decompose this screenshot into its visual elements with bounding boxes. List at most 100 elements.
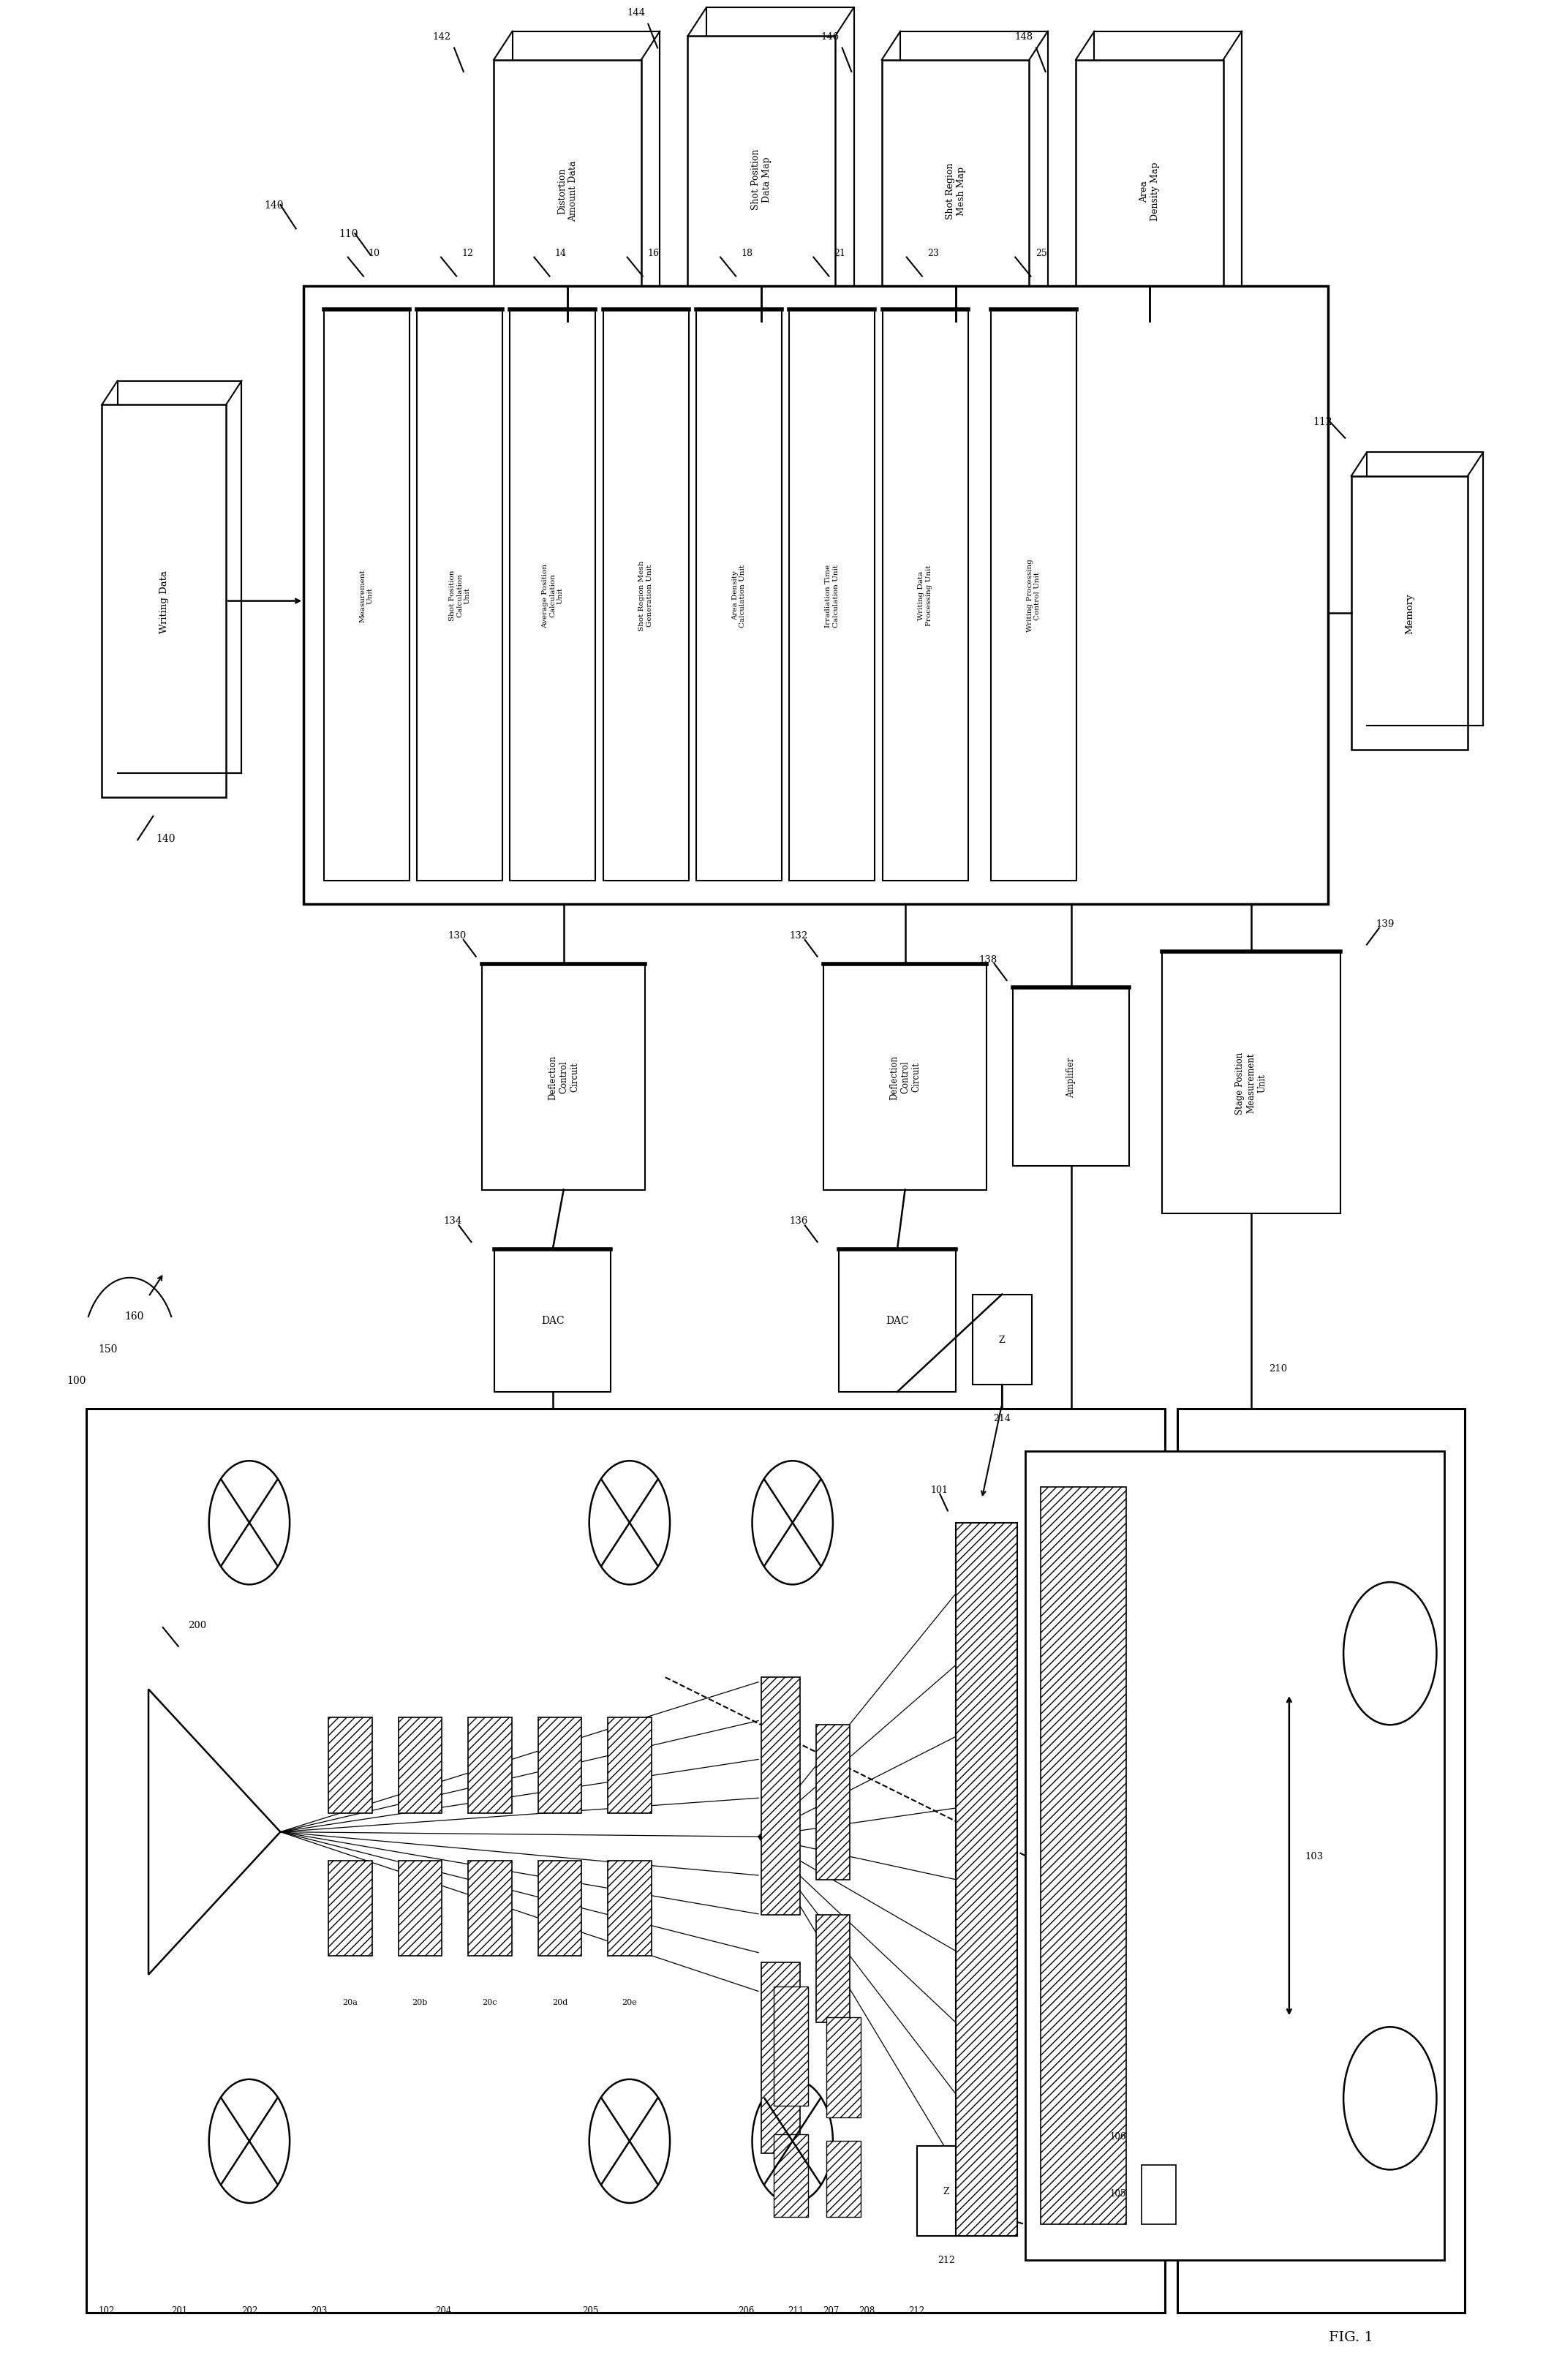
Text: 112: 112 <box>1313 416 1333 426</box>
Bar <box>482 964 645 1190</box>
Bar <box>1162 952 1341 1214</box>
Text: FIG. 1: FIG. 1 <box>1329 2330 1374 2344</box>
Text: 21: 21 <box>834 248 845 257</box>
Text: Measurement
Unit: Measurement Unit <box>359 569 373 621</box>
Bar <box>398 1861 441 1956</box>
Bar <box>1041 1488 1127 2225</box>
Bar <box>827 2018 861 2118</box>
Bar <box>816 1726 850 1880</box>
Bar <box>774 2135 808 2218</box>
Text: Shot Region
Mesh Map: Shot Region Mesh Map <box>945 162 965 219</box>
Text: 140: 140 <box>264 200 283 209</box>
Bar <box>87 1409 1166 2313</box>
Bar <box>538 1861 581 1956</box>
Text: 205: 205 <box>583 2306 598 2316</box>
Text: 102: 102 <box>98 2306 115 2316</box>
Bar <box>827 2142 861 2218</box>
Bar <box>416 309 502 881</box>
Text: 12: 12 <box>462 248 472 257</box>
Text: DAC: DAC <box>541 1316 564 1326</box>
Text: Distortion
Amount Data: Distortion Amount Data <box>558 162 578 221</box>
Text: Writing Data: Writing Data <box>159 571 169 633</box>
Text: 16: 16 <box>648 248 659 257</box>
Bar <box>468 1861 511 1956</box>
Text: Amplifier: Amplifier <box>1066 1057 1075 1097</box>
Bar <box>789 309 875 881</box>
Text: 20d: 20d <box>552 1999 567 2006</box>
Text: Writing Processing
Control Unit: Writing Processing Control Unit <box>1027 559 1041 633</box>
Bar <box>303 286 1329 904</box>
Bar <box>761 1964 800 2154</box>
Bar <box>328 1861 371 1956</box>
Text: 148: 148 <box>1015 31 1033 40</box>
Text: 134: 134 <box>443 1216 462 1226</box>
Text: 142: 142 <box>432 31 451 40</box>
Text: 14: 14 <box>555 248 566 257</box>
Bar <box>956 1523 1018 2237</box>
Bar <box>398 1718 441 1814</box>
Bar <box>883 309 968 881</box>
Text: 203: 203 <box>311 2306 328 2316</box>
Bar <box>328 1718 371 1814</box>
Text: Writing Data
Processing Unit: Writing Data Processing Unit <box>918 564 932 626</box>
Bar <box>1026 1452 1444 2261</box>
Text: 210: 210 <box>1268 1364 1287 1373</box>
Bar <box>1178 1409 1464 2313</box>
Text: 132: 132 <box>789 931 808 940</box>
Text: 20a: 20a <box>342 1999 357 2006</box>
Text: 150: 150 <box>98 1345 118 1354</box>
Bar <box>1075 60 1223 321</box>
Text: 214: 214 <box>993 1414 1010 1423</box>
Text: 25: 25 <box>1037 248 1047 257</box>
Text: 212: 212 <box>937 2256 954 2266</box>
Text: Shot Position
Data Map: Shot Position Data Map <box>751 150 772 209</box>
Bar <box>103 405 225 797</box>
Text: Average Position
Calculation
Unit: Average Position Calculation Unit <box>542 564 564 628</box>
Bar <box>1013 988 1130 1166</box>
Text: 160: 160 <box>124 1311 145 1321</box>
Text: 140: 140 <box>157 833 176 843</box>
Bar <box>494 1250 611 1392</box>
Bar <box>824 964 987 1190</box>
Text: 136: 136 <box>789 1216 808 1226</box>
Text: Z: Z <box>943 2187 949 2197</box>
Bar <box>1368 452 1483 726</box>
Text: 202: 202 <box>241 2306 258 2316</box>
Text: Deflection
Control
Circuit: Deflection Control Circuit <box>889 1054 922 1100</box>
Text: Shot Position
Calculation
Unit: Shot Position Calculation Unit <box>449 571 471 621</box>
Text: Area Density
Calculation Unit: Area Density Calculation Unit <box>732 564 746 626</box>
Text: DAC: DAC <box>886 1316 909 1326</box>
Text: 144: 144 <box>626 7 645 17</box>
Text: 101: 101 <box>931 1485 948 1495</box>
Text: Memory: Memory <box>1405 593 1414 633</box>
Text: 139: 139 <box>1375 919 1394 928</box>
Bar <box>1094 31 1242 293</box>
Text: Stage Position
Measurement
Unit: Stage Position Measurement Unit <box>1235 1052 1267 1114</box>
Bar <box>707 7 853 293</box>
Bar <box>991 309 1077 881</box>
Text: 206: 206 <box>738 2306 754 2316</box>
Text: 100: 100 <box>67 1376 87 1385</box>
Bar <box>118 381 241 774</box>
Text: Area
Density Map: Area Density Map <box>1139 162 1159 221</box>
Bar <box>839 1250 956 1392</box>
Bar <box>881 60 1029 321</box>
Bar <box>816 1916 850 2023</box>
Bar <box>323 309 409 881</box>
Text: 201: 201 <box>171 2306 188 2316</box>
Bar <box>510 309 595 881</box>
Bar <box>774 1987 808 2106</box>
Text: 105: 105 <box>1110 2190 1127 2199</box>
Text: 212: 212 <box>909 2306 925 2316</box>
Text: 138: 138 <box>979 954 998 964</box>
Text: 20c: 20c <box>482 1999 497 2006</box>
Text: 20b: 20b <box>412 1999 427 2006</box>
Text: 10: 10 <box>368 248 381 257</box>
Text: 103: 103 <box>1305 1852 1322 1861</box>
Text: 18: 18 <box>741 248 752 257</box>
Text: Irradiation Time
Calculation Unit: Irradiation Time Calculation Unit <box>825 564 839 626</box>
Text: 23: 23 <box>928 248 939 257</box>
Bar <box>1352 476 1467 750</box>
Text: Z: Z <box>999 1335 1005 1345</box>
Bar <box>468 1718 511 1814</box>
